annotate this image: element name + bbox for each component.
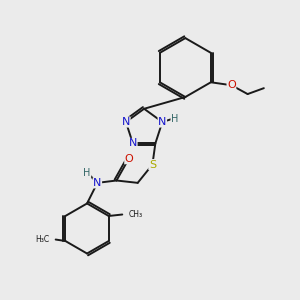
Text: O: O xyxy=(125,154,134,164)
Text: N: N xyxy=(122,117,130,127)
Text: H: H xyxy=(171,114,178,124)
Text: N: N xyxy=(158,117,166,127)
Text: N: N xyxy=(129,138,137,148)
Text: H₃C: H₃C xyxy=(36,235,50,244)
Text: S: S xyxy=(149,160,156,170)
Text: CH₃: CH₃ xyxy=(128,210,142,219)
Text: N: N xyxy=(93,178,101,188)
Text: H: H xyxy=(83,168,91,178)
Text: O: O xyxy=(227,80,236,90)
